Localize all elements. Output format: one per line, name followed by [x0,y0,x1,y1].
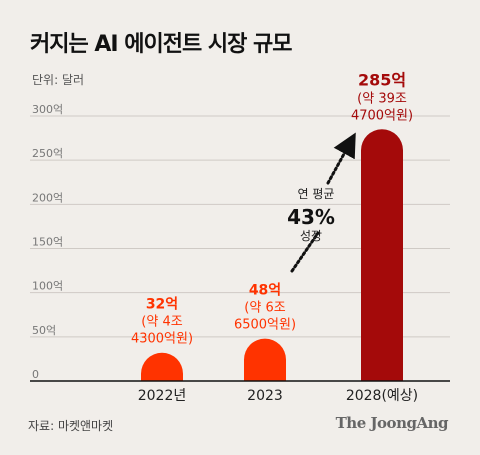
x-tick-label: 2028(예상) [346,388,418,404]
bar [244,338,286,381]
data-label: 4300억원) [131,332,193,347]
data-label: 48억 [249,283,281,299]
data-label: 6500억원) [234,318,296,333]
data-label: 4700억원) [351,108,413,123]
bar [361,129,403,381]
y-tick-label: 150억 [32,236,63,249]
x-tick-label: 2022년 [138,388,187,404]
bar [141,352,183,381]
y-tick-label: 0 [32,368,39,381]
data-label: 32억 [146,297,178,313]
growth-arrow-upper [326,132,356,185]
unit-label: 단위: 달러 [32,73,85,87]
y-tick-label: 200억 [32,191,63,204]
growth-annotation: 연 평균 43%성장 [287,132,356,273]
growth-label: 성장 [300,229,322,243]
y-tick-label: 250억 [32,147,63,160]
y-tick-label: 50억 [32,324,56,337]
data-label: (약 39조 [357,91,407,106]
data-label: (약 4조 [141,315,182,330]
source-note: 자료: 마켓앤마켓 [28,419,114,433]
chart-title: 커지는 AI 에이전트 시장 규모 [30,32,292,57]
publisher-logo: The JoongAng [335,414,449,432]
value-labels: 32억 (약 4조 4300억원) 48억 (약 6조 6500억원) 285억 (약 39조… [131,70,413,346]
y-tick-label: 300억 [32,103,63,116]
growth-rate: 43% [287,205,335,229]
data-label: (약 6조 [244,301,285,316]
x-tick-label: 2023 [247,388,283,404]
y-tick-label: 100억 [32,280,63,293]
data-label: 285억 [358,70,406,89]
growth-arrow-lower [290,231,320,273]
bars: 2022년 2023 2028(예상) [30,129,450,404]
growth-label: 연 평균 [298,187,335,201]
